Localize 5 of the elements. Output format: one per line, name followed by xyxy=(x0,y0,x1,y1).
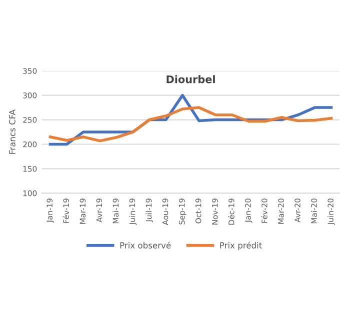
legend-label: Prix observé xyxy=(120,242,171,248)
line-series xyxy=(48,106,333,142)
y-axis-title: Francs CFA xyxy=(9,110,16,154)
chart-title: Diourbel xyxy=(166,75,215,84)
legend-label: Prix prédit xyxy=(220,242,262,250)
